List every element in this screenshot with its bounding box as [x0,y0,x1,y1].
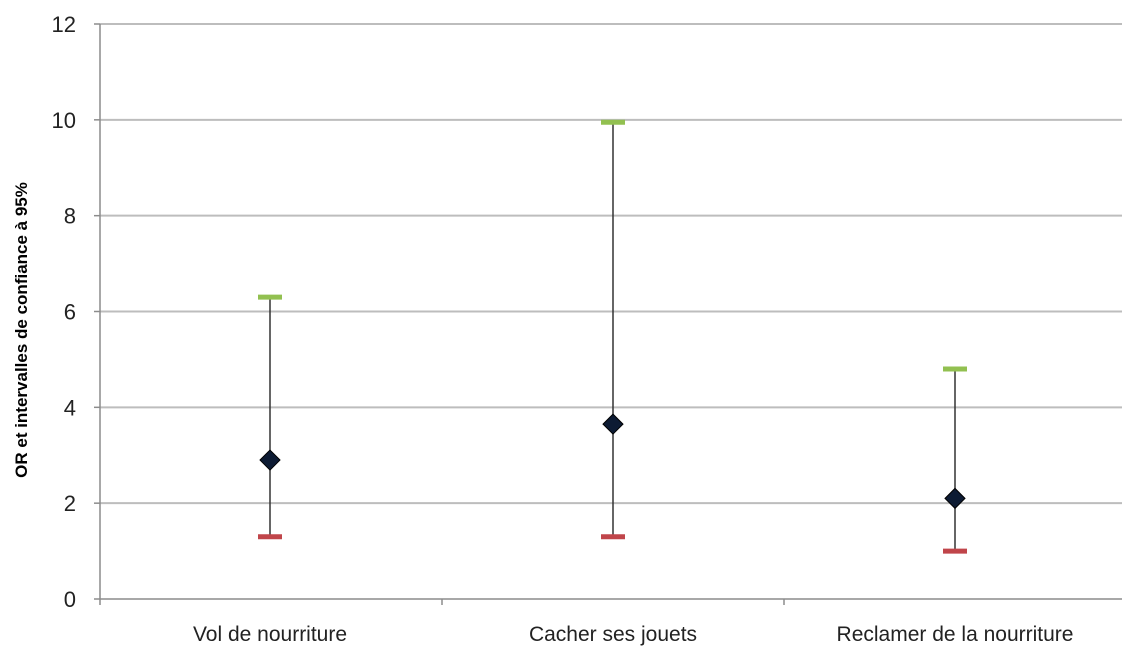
x-category-labels: Vol de nourriture Cacher ses jouets Reclam… [193,623,1074,646]
y-tick-label: 2 [64,491,76,516]
axes [94,23,1122,605]
x-category-label: Cacher ses jouets [529,623,697,646]
odds-ratio-point [944,487,966,510]
odds-ratio-point [602,413,624,435]
y-tick-label: 6 [64,300,76,325]
x-category-label: Vol de nourriture [193,623,347,646]
data-marks [258,119,967,554]
y-tick-label: 12 [52,12,76,37]
y-tick-label: 4 [64,395,76,420]
x-category-label: Reclamer de la nourriture [837,623,1074,646]
y-tick-label: 8 [64,204,76,229]
odds-ratio-point [259,449,281,471]
y-tick-labels: 0 2 4 6 8 10 12 [52,12,76,612]
y-axis-label: OR et intervalles de confiance à 95% [12,182,31,478]
y-tick-label: 10 [52,108,76,133]
y-tick-label: 0 [64,587,76,612]
